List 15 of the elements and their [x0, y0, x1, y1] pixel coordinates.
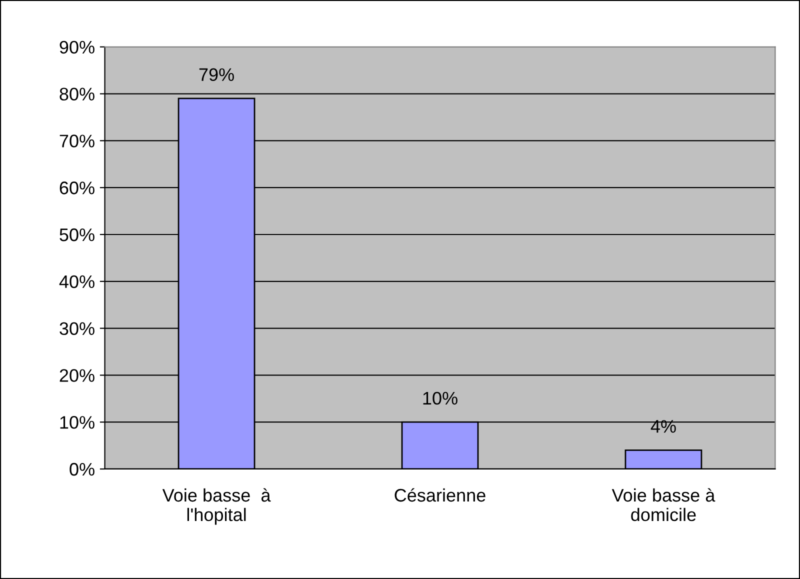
- data-label: 79%: [199, 68, 234, 82]
- x-tick-label: Voie basse à domicile: [612, 488, 716, 522]
- y-tick-label: 80%: [60, 88, 94, 101]
- x-tick-label: Césarienne: [394, 488, 486, 502]
- y-tick-label: 0%: [70, 462, 94, 476]
- y-tick-label: 50%: [60, 228, 94, 242]
- y-tick-label: 90%: [60, 40, 94, 54]
- y-tick-label: 70%: [60, 134, 94, 148]
- x-tick-label: Voie basse à l'hopital: [162, 488, 271, 525]
- y-tick-label: 60%: [60, 182, 94, 194]
- y-tick-label: 20%: [60, 369, 94, 382]
- data-label: 10%: [423, 392, 458, 405]
- y-tick-label: 40%: [59, 275, 94, 288]
- y-tick-label: 30%: [60, 322, 94, 336]
- y-tick-label: 10%: [60, 416, 94, 429]
